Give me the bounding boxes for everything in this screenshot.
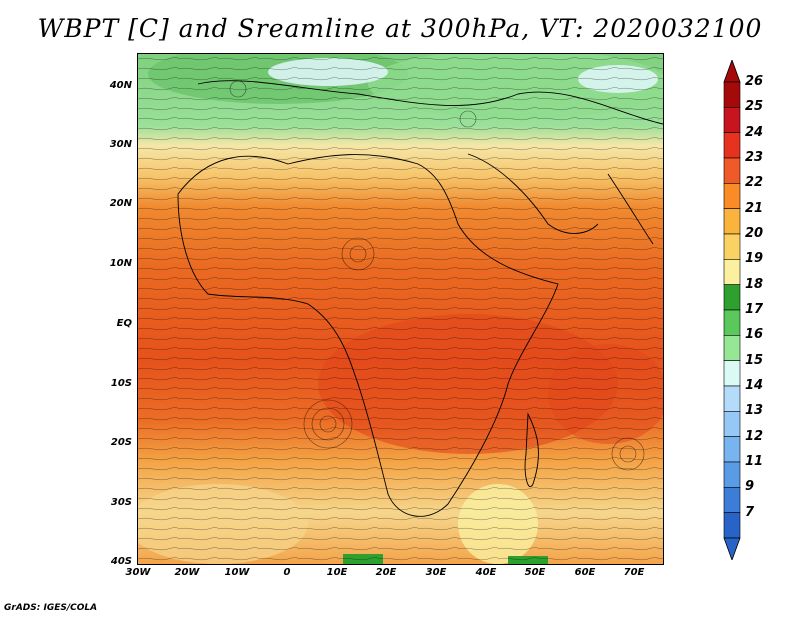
lon-label-50e: 50E (524, 567, 546, 578)
colorbar-label: 24 (745, 124, 764, 140)
lon-label-30e: 30E (425, 567, 447, 578)
map-title: WBPT [C] and Sreamline at 300hPa, VT: 20… (37, 14, 763, 43)
lon-label-10e: 10E (326, 567, 348, 578)
colorbar-label: 21 (745, 200, 764, 216)
credit-text: GrADS: IGES/COLA (4, 603, 98, 613)
temperature-field (138, 54, 663, 564)
map-plot-area (137, 53, 664, 565)
colorbar-bin (723, 411, 741, 437)
lat-label-30s: 30S (110, 497, 132, 508)
colorbar-label: 20 (745, 226, 764, 241)
colorbar-bin (723, 487, 741, 513)
lon-label-20e: 20E (375, 567, 397, 578)
lon-label-30w: 30W (125, 567, 151, 578)
colorbar-top-arrow (723, 60, 741, 83)
colorbar-label: 11 (745, 454, 764, 469)
colorbar-bin (723, 259, 741, 285)
lat-label-40n: 40N (109, 80, 132, 91)
lon-label-70e: 70E (623, 567, 645, 578)
colorbar-label: 18 (745, 276, 764, 292)
colorbar-bin (723, 183, 741, 209)
colorbar-label: 25 (745, 99, 764, 115)
vortex-markers (229, 80, 645, 471)
colorbar (723, 60, 741, 560)
lat-label-40s: 40S (110, 556, 132, 567)
lon-label-20w: 20W (174, 567, 200, 578)
lat-label-10n: 10N (109, 258, 132, 269)
lon-label-10w: 10W (224, 567, 250, 578)
colorbar-label: 26 (745, 74, 764, 89)
colorbar-label: 19 (745, 251, 764, 267)
colorbar-bin (723, 512, 741, 539)
colorbar-bin (723, 107, 741, 133)
lat-label-10s: 10S (110, 378, 132, 389)
colorbar-bottom-arrow (723, 537, 741, 560)
lon-label-40e: 40E (475, 567, 497, 578)
colorbar-bin (723, 157, 741, 184)
colorbar-bin (723, 208, 741, 235)
colorbar-label: 17 (745, 302, 764, 317)
colorbar-label: 12 (745, 428, 764, 444)
colorbar-bin (723, 309, 741, 336)
colorbar-bin (723, 360, 741, 387)
colorbar-bin (723, 81, 741, 108)
lon-label-0: 0 (283, 567, 291, 578)
colorbar-bin (723, 436, 741, 463)
lat-label-20n: 20N (109, 198, 132, 209)
colorbar-label: 13 (745, 403, 764, 419)
streamlines (138, 54, 663, 564)
colorbar-label: 14 (745, 378, 764, 393)
lat-label-eq: EQ (116, 318, 132, 329)
colorbar-bin (723, 284, 741, 311)
colorbar-label: 9 (745, 479, 755, 495)
colorbar-label: 16 (745, 327, 764, 343)
colorbar-label: 22 (745, 175, 764, 191)
colorbar-bin (723, 335, 741, 361)
colorbar-bin (723, 461, 741, 488)
colorbar-label: 15 (745, 352, 764, 368)
colorbar-bin (723, 233, 741, 260)
colorbar-label: 7 (745, 504, 755, 520)
colorbar-bin (723, 385, 741, 412)
lat-label-20s: 20S (110, 437, 132, 448)
colorbar-bin (723, 132, 741, 159)
coastlines (177, 80, 663, 517)
lat-label-30n: 30N (109, 139, 132, 150)
colorbar-label: 23 (745, 150, 764, 165)
lon-label-60e: 60E (574, 567, 596, 578)
